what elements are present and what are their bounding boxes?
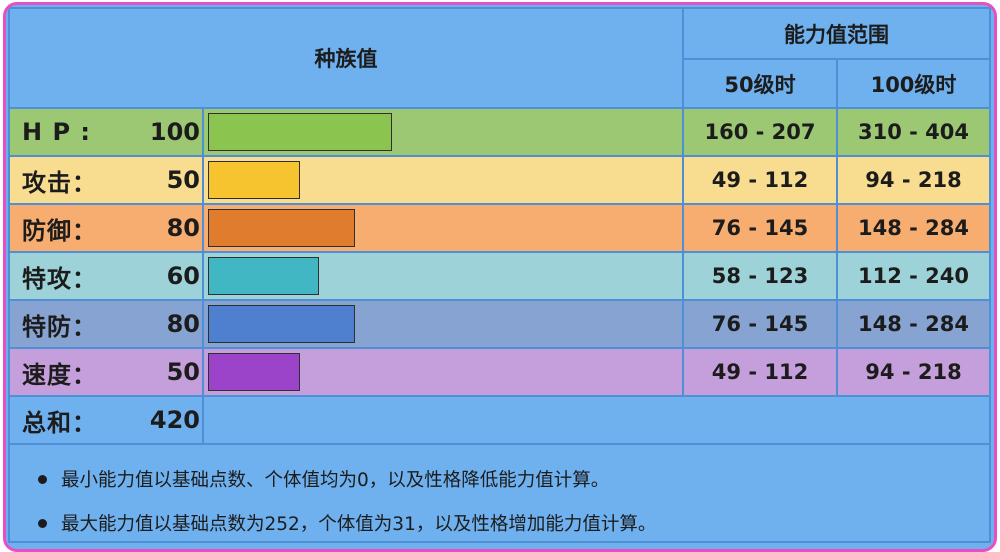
- stat-value: 80: [166, 214, 200, 242]
- stat-bar: [208, 113, 392, 151]
- stat-bar-cell: [202, 203, 684, 253]
- level50-header: 50级时: [682, 58, 838, 109]
- bullet-icon: [38, 518, 47, 528]
- stat-bar-cell: [202, 107, 684, 157]
- stat-range-lv100: 148 - 284: [836, 203, 991, 253]
- range-lv50-text: 76 - 145: [711, 216, 809, 240]
- stat-label-cell: 特攻： 60: [8, 251, 204, 301]
- stat-name: 攻击：: [22, 168, 97, 197]
- note-min-text: 最小能力值以基础点数、个体值均为0，以及性格降低能力值计算。: [61, 470, 610, 491]
- stat-range-header-label: 能力值范围: [784, 22, 889, 47]
- stat-value: 50: [166, 358, 200, 386]
- stat-bar-cell: [202, 155, 684, 205]
- note-max: 最大能力值以基础点数为252，个体值为31，以及性格增加能力值计算。: [38, 510, 656, 536]
- stat-range-lv50: 49 - 112: [682, 155, 838, 205]
- range-lv100-text: 112 - 240: [857, 264, 969, 288]
- stat-range-header: 能力值范围: [682, 7, 991, 60]
- total-value: 420: [149, 406, 200, 434]
- level100-header: 100级时: [836, 58, 991, 109]
- stat-name: 特防：: [22, 312, 97, 341]
- range-lv100-text: 310 - 404: [857, 120, 969, 144]
- stat-bar-cell: [202, 347, 684, 397]
- range-lv100-text: 148 - 284: [857, 312, 969, 336]
- notes-cell: [8, 443, 991, 543]
- level50-header-label: 50级时: [724, 72, 796, 97]
- stats-table: 种族值 能力值范围 50级时 100级时 H P : 100 160 - 207 31…: [3, 2, 997, 552]
- stat-range-lv50: 160 - 207: [682, 107, 838, 157]
- stat-range-lv50: 58 - 123: [682, 251, 838, 301]
- stat-label-cell: H P : 100: [8, 107, 204, 157]
- total-name: 总和：: [22, 408, 97, 437]
- stat-range-lv100: 148 - 284: [836, 299, 991, 349]
- stat-bar: [208, 209, 355, 247]
- stat-value: 50: [166, 166, 200, 194]
- stat-bar: [208, 353, 300, 391]
- stat-name: 速度：: [22, 360, 97, 389]
- notes: 最小能力值以基础点数、个体值均为0，以及性格降低能力值计算。 最大能力值以基础点…: [10, 448, 990, 546]
- base-stats-header-label: 种族值: [314, 47, 378, 71]
- stat-bar-cell: [202, 299, 684, 349]
- range-lv100-text: 94 - 218: [865, 168, 962, 192]
- stat-range-lv100: 94 - 218: [836, 347, 991, 397]
- note-max-text: 最大能力值以基础点数为252，个体值为31，以及性格增加能力值计算。: [61, 514, 657, 535]
- note-min: 最小能力值以基础点数、个体值均为0，以及性格降低能力值计算。: [38, 466, 609, 492]
- stat-range-lv50: 76 - 145: [682, 203, 838, 253]
- stat-label-cell: 攻击： 50: [8, 155, 204, 205]
- range-lv50-text: 76 - 145: [711, 312, 809, 336]
- stat-name: 防御：: [22, 216, 97, 245]
- stat-name: H P :: [22, 118, 91, 146]
- bullet-icon: [38, 474, 47, 484]
- level100-header-label: 100级时: [870, 72, 957, 97]
- stat-label-cell: 特防： 80: [8, 299, 204, 349]
- stat-label-cell: 速度： 50: [8, 347, 204, 397]
- stat-range-lv100: 94 - 218: [836, 155, 991, 205]
- stat-label-cell: 防御： 80: [8, 203, 204, 253]
- stat-value: 80: [166, 310, 200, 338]
- total-empty-cell: [202, 395, 991, 445]
- stat-value: 60: [166, 262, 200, 290]
- stat-range-lv50: 49 - 112: [682, 347, 838, 397]
- stat-name: 特攻：: [22, 264, 97, 293]
- stat-range-lv50: 76 - 145: [682, 299, 838, 349]
- stat-range-lv100: 310 - 404: [836, 107, 991, 157]
- base-stats-header: 种族值: [8, 7, 684, 109]
- range-lv50-text: 58 - 123: [711, 264, 809, 288]
- range-lv50-text: 49 - 112: [711, 360, 809, 384]
- stat-range-lv100: 112 - 240: [836, 251, 991, 301]
- range-lv100-text: 94 - 218: [865, 360, 962, 384]
- stat-bar-cell: [202, 251, 684, 301]
- stat-bar: [208, 161, 300, 199]
- stat-value: 100: [149, 118, 200, 146]
- range-lv50-text: 160 - 207: [704, 120, 816, 144]
- total-label-cell: 总和： 420: [8, 395, 204, 445]
- stat-bar: [208, 257, 319, 295]
- range-lv50-text: 49 - 112: [711, 168, 809, 192]
- stat-bar: [208, 305, 355, 343]
- range-lv100-text: 148 - 284: [857, 216, 969, 240]
